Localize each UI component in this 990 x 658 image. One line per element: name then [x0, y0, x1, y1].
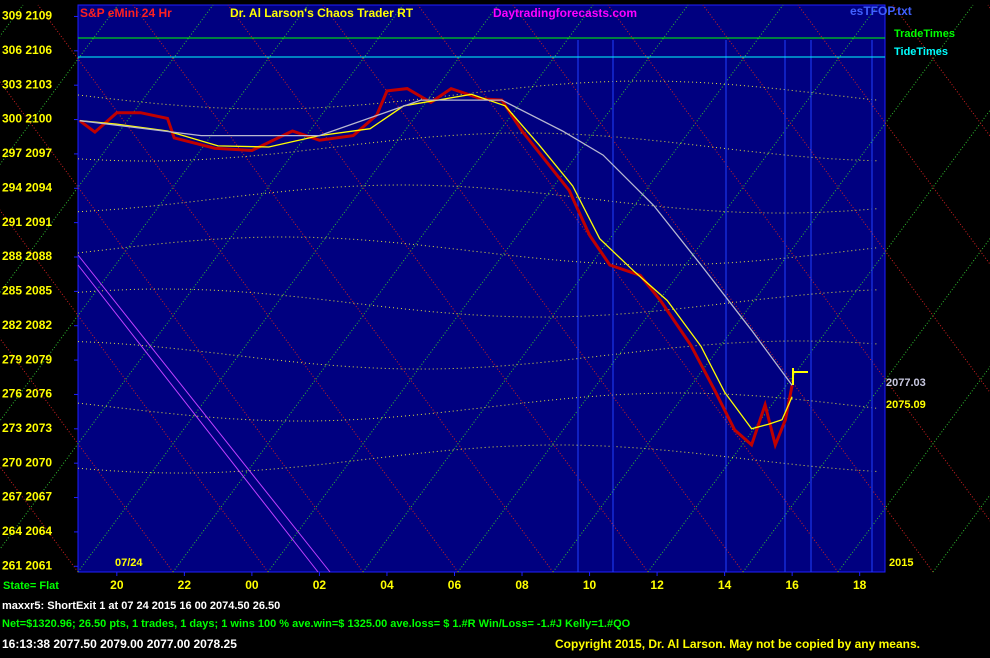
decor-line [0, 209, 269, 573]
decor-line [837, 365, 990, 573]
x-tick-label: 04 [380, 578, 394, 592]
decor-line [267, 4, 689, 573]
decor-line [322, 4, 744, 573]
x-tick-label: 08 [515, 578, 529, 592]
plot [74, 15, 861, 576]
decor-curve [77, 392, 879, 422]
y-tick-label: 285 2085 [2, 284, 52, 298]
exit-marker [792, 368, 808, 385]
price-line [79, 93, 793, 430]
decorations [0, 4, 990, 573]
y-tick-label: 279 2079 [2, 352, 52, 366]
decor-line [0, 81, 364, 573]
decor-curve [77, 236, 879, 266]
y-tick-label: 291 2091 [2, 215, 52, 229]
plot-area [77, 4, 886, 573]
copyright: Copyright 2015, Dr. Al Larson. May not b… [555, 637, 920, 651]
y-tick-label: 300 2100 [2, 112, 52, 126]
decor-line [742, 237, 990, 573]
decor-line [0, 4, 404, 550]
y-tick-label: 303 2103 [2, 77, 52, 91]
chart-title: S&P eMini 24 Hr [80, 6, 172, 20]
decor-line [362, 4, 784, 573]
y-tick-label: 273 2073 [2, 421, 52, 435]
decor-line [702, 4, 990, 394]
x-tick-label: 22 [178, 578, 192, 592]
footer-line: Net=$1320.96; 26.50 pts, 1 trades, 1 day… [2, 618, 631, 630]
decor-line [77, 264, 319, 573]
x-tick-label: 12 [650, 578, 664, 592]
y-tick-label: 282 2082 [2, 318, 52, 332]
decor-curve [77, 132, 879, 162]
decor-line [932, 494, 990, 573]
x-tick-label: 18 [853, 578, 867, 592]
x-tick-label: 14 [718, 578, 732, 592]
decor-line [0, 465, 79, 573]
y-tick-label: 270 2070 [2, 455, 52, 469]
y-tick-label: 276 2076 [2, 387, 52, 401]
y-tick-label: 297 2097 [2, 146, 52, 160]
y-tick-label: 288 2088 [2, 249, 52, 263]
x-tick-label: 02 [313, 578, 327, 592]
decor-line [0, 4, 309, 422]
y-tick-label: 309 2109 [2, 9, 52, 23]
date-label: 07/24 [115, 557, 143, 569]
decor-line [37, 4, 459, 573]
decor-line [0, 4, 119, 166]
decor-line [172, 4, 594, 573]
x-tick-label: 16 [785, 578, 799, 592]
y-tick-label: 306 2106 [2, 43, 52, 57]
year-label: 2015 [889, 557, 913, 569]
decor-curve [77, 444, 879, 474]
y-tick-label: 294 2094 [2, 180, 52, 194]
x-tick-label: 10 [583, 578, 597, 592]
y-tick-label: 261 2061 [2, 558, 52, 572]
decor-curve [77, 288, 879, 318]
decor-line [647, 109, 990, 573]
footer-line: 16:13:38 2077.50 2079.00 2077.00 2078.25 [2, 637, 237, 651]
time-line-label: TideTimes [894, 46, 948, 58]
decor-line [0, 4, 214, 294]
decor-line [0, 337, 174, 573]
x-tick-label: 20 [110, 578, 124, 592]
author-title: Dr. Al Larson's Chaos Trader RT [230, 6, 414, 20]
y-tick-label: 267 2067 [2, 490, 52, 504]
decor-line [512, 4, 934, 573]
x-tick-label: 00 [245, 578, 259, 592]
decor-line [132, 4, 554, 573]
decor-line [552, 4, 974, 573]
decor-line [77, 254, 331, 573]
state: State= Flat [3, 580, 59, 592]
decor-line [892, 4, 990, 137]
file-name: esTFOP.txt [850, 4, 912, 18]
time-line-label: TradeTimes [894, 28, 955, 40]
decor-line [457, 4, 879, 573]
price-line [79, 99, 793, 386]
x-tick-label: 06 [448, 578, 462, 592]
y-tick-label: 264 2064 [2, 524, 52, 538]
footer-line: maxxr5: ShortExit 1 at 07 24 2015 16 00 … [2, 600, 280, 612]
decor-line [607, 4, 990, 522]
price-label: 2077.03 [886, 377, 926, 389]
price-label: 2075.09 [886, 399, 926, 411]
decor-curve [77, 80, 879, 110]
website: Daytradingforecasts.com [493, 6, 637, 20]
